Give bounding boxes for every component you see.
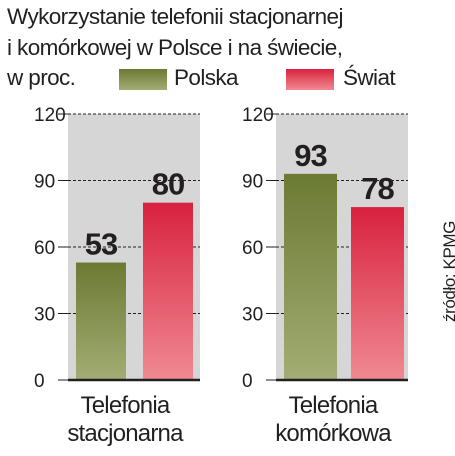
y-tick-label: 120 [242, 105, 274, 126]
category-label-komorkowa: Telefonia komórkowa [238, 392, 428, 449]
bar-polska [76, 262, 126, 380]
category-label-line: Telefonia [80, 392, 171, 419]
y-tick-label: 30 [34, 305, 55, 326]
legend-swatch-swiat [286, 69, 334, 90]
chart-title-line-3: w proc. [7, 65, 76, 90]
chart-title-line-2: i komórkowej w Polsce i na świecie, [7, 35, 343, 60]
bar-swiat [143, 202, 193, 380]
chart-title-line-1: Wykorzystanie telefonii stacjonarnej [7, 4, 343, 29]
data-label: 78 [361, 171, 394, 206]
data-label: 93 [294, 138, 327, 173]
source-note: źródło: KPMG [440, 220, 455, 322]
category-label-line: komórkowa [275, 420, 391, 448]
category-label-line: Telefonia [288, 392, 379, 419]
bar-swiat [351, 207, 404, 380]
y-tick-label: 0 [242, 371, 253, 392]
y-tick-label: 60 [34, 238, 55, 259]
data-label: 80 [152, 167, 184, 202]
y-tick-label: 0 [34, 371, 45, 392]
category-label-stacjonarna: Telefonia stacjonarna [30, 392, 220, 449]
y-tick-label: 120 [34, 105, 66, 126]
legend-label-swiat: Świat [343, 65, 396, 90]
y-tick-label: 90 [34, 172, 55, 193]
y-tick-label: 90 [242, 172, 263, 193]
y-tick-label: 60 [242, 238, 263, 259]
bar-polska [284, 173, 337, 380]
legend-label-polska: Polska [174, 65, 239, 90]
legend-swatch-polska [119, 69, 167, 90]
data-label: 53 [85, 227, 118, 262]
category-label-line: stacjonarna [67, 420, 183, 448]
y-tick-label: 30 [242, 305, 263, 326]
